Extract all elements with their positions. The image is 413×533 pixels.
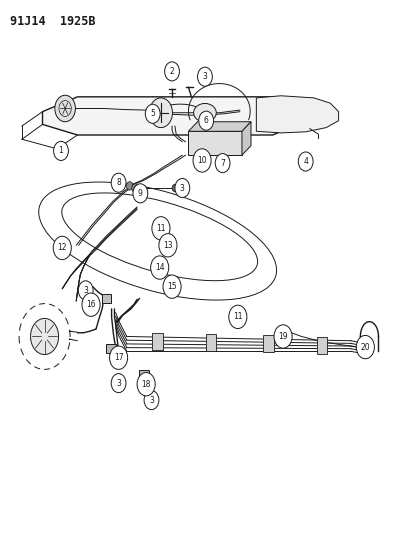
Circle shape xyxy=(192,149,211,172)
Text: 3: 3 xyxy=(83,286,88,295)
Circle shape xyxy=(197,67,212,86)
FancyBboxPatch shape xyxy=(152,333,163,350)
Text: 14: 14 xyxy=(154,263,164,272)
Circle shape xyxy=(31,318,59,354)
Ellipse shape xyxy=(193,103,216,122)
Text: 3: 3 xyxy=(116,378,121,387)
Circle shape xyxy=(159,233,176,257)
Circle shape xyxy=(273,325,292,348)
Text: 1: 1 xyxy=(59,147,63,156)
Circle shape xyxy=(82,293,100,317)
Polygon shape xyxy=(241,122,250,155)
Text: 91J14  1925B: 91J14 1925B xyxy=(9,14,95,28)
Circle shape xyxy=(111,374,126,393)
FancyBboxPatch shape xyxy=(205,334,216,351)
Circle shape xyxy=(172,184,177,192)
Text: 2: 2 xyxy=(169,67,174,76)
Text: 3: 3 xyxy=(180,183,184,192)
Circle shape xyxy=(149,98,172,127)
Polygon shape xyxy=(188,131,241,155)
Circle shape xyxy=(145,104,160,123)
Text: 10: 10 xyxy=(197,156,206,165)
FancyBboxPatch shape xyxy=(316,337,327,354)
Text: 18: 18 xyxy=(141,379,150,389)
Polygon shape xyxy=(256,96,338,133)
Circle shape xyxy=(298,152,312,171)
Text: 3: 3 xyxy=(149,395,154,405)
Text: 7: 7 xyxy=(220,159,225,167)
Circle shape xyxy=(111,173,126,192)
Circle shape xyxy=(131,184,138,192)
Text: 3: 3 xyxy=(202,72,207,81)
Text: 5: 5 xyxy=(150,109,155,118)
Circle shape xyxy=(175,179,189,198)
FancyBboxPatch shape xyxy=(139,370,149,380)
Circle shape xyxy=(78,281,93,300)
Polygon shape xyxy=(43,97,297,135)
Text: 17: 17 xyxy=(114,353,123,362)
Text: 15: 15 xyxy=(167,282,176,291)
Text: 4: 4 xyxy=(303,157,307,166)
FancyBboxPatch shape xyxy=(102,294,111,303)
Circle shape xyxy=(215,154,230,173)
Text: 19: 19 xyxy=(278,332,287,341)
Circle shape xyxy=(126,182,133,190)
Text: 9: 9 xyxy=(138,189,142,198)
Text: 13: 13 xyxy=(163,241,172,250)
Circle shape xyxy=(198,111,213,130)
FancyBboxPatch shape xyxy=(263,335,273,352)
Circle shape xyxy=(163,275,180,298)
Text: 12: 12 xyxy=(57,244,67,253)
Circle shape xyxy=(137,373,155,396)
Text: 6: 6 xyxy=(203,116,208,125)
Circle shape xyxy=(356,335,373,359)
Text: 20: 20 xyxy=(360,343,369,352)
Text: 16: 16 xyxy=(86,300,96,309)
Circle shape xyxy=(152,216,170,240)
Circle shape xyxy=(228,305,246,328)
FancyBboxPatch shape xyxy=(106,344,116,353)
Circle shape xyxy=(109,346,127,369)
Polygon shape xyxy=(188,122,250,131)
Circle shape xyxy=(54,141,68,160)
Circle shape xyxy=(53,236,71,260)
Text: 8: 8 xyxy=(116,178,121,187)
Circle shape xyxy=(55,95,75,122)
Circle shape xyxy=(164,62,179,81)
Circle shape xyxy=(133,184,147,203)
Text: 11: 11 xyxy=(156,224,165,233)
Circle shape xyxy=(150,256,169,279)
Circle shape xyxy=(177,184,183,192)
Circle shape xyxy=(144,391,159,410)
Text: 11: 11 xyxy=(233,312,242,321)
